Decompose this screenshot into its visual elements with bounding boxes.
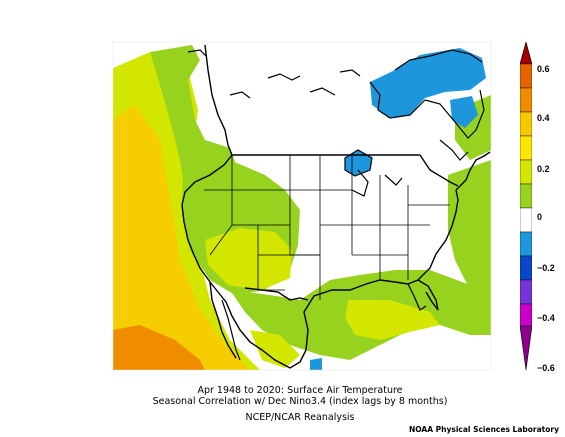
colorbar-seg-3	[520, 111, 532, 137]
colorbar-tick-label: 0	[537, 212, 543, 222]
colorbar-tick-label: −0.2	[537, 263, 555, 273]
caption-source: NCEP/NCAR Reanalysis	[245, 412, 355, 423]
pacific-orange-region	[113, 325, 205, 370]
colorbar-seg-2	[520, 87, 532, 113]
colorbar-seg-11	[520, 303, 532, 327]
caption-title: Apr 1948 to 2020: Surface Air Temperatur…	[197, 385, 403, 396]
colorbar-seg-7	[520, 207, 532, 233]
pacific-yellow-region	[113, 105, 250, 370]
mexico-yellowgreen-region	[250, 330, 300, 368]
south-blue-region	[310, 358, 322, 370]
colorbar-tick-label: −0.4	[537, 313, 555, 323]
colorbar-seg-4	[520, 135, 532, 161]
atlantic-green-region	[448, 160, 491, 300]
hudson-blue-region	[370, 48, 486, 118]
map-frame	[112, 41, 492, 371]
arctic-coastlines	[187, 49, 485, 197]
colorbar-tick-label: 0.2	[537, 164, 550, 174]
peninsulas	[221, 283, 427, 361]
colorbar	[520, 42, 532, 370]
coastlines	[181, 44, 491, 369]
colorbar-seg-1	[520, 63, 532, 89]
colorbar-tick-label: 0.6	[537, 64, 550, 74]
gulf-yellowgreen-region	[345, 300, 440, 340]
colorbar-bottom-triangle	[520, 325, 532, 370]
colorbar-tick-label: −0.6	[537, 363, 555, 373]
southwest-yellowgreen-region	[205, 228, 292, 290]
colorbar-seg-10	[520, 279, 532, 305]
colorbar-seg-6	[520, 183, 532, 209]
colorbar-tick-label: 0.4	[537, 113, 550, 123]
colorbar-seg-5	[520, 159, 532, 185]
labrador-blue-region	[450, 96, 478, 128]
colorbar-seg-8	[520, 231, 532, 257]
colorbar-seg-9	[520, 255, 532, 281]
credit-label: NOAA Physical Sciences Laboratory	[408, 425, 559, 434]
colorbar-top-triangle	[520, 42, 532, 65]
state-borders	[204, 155, 450, 300]
caption-subtitle: Seasonal Correlation w/ Dec Nino3.4 (ind…	[152, 396, 448, 407]
